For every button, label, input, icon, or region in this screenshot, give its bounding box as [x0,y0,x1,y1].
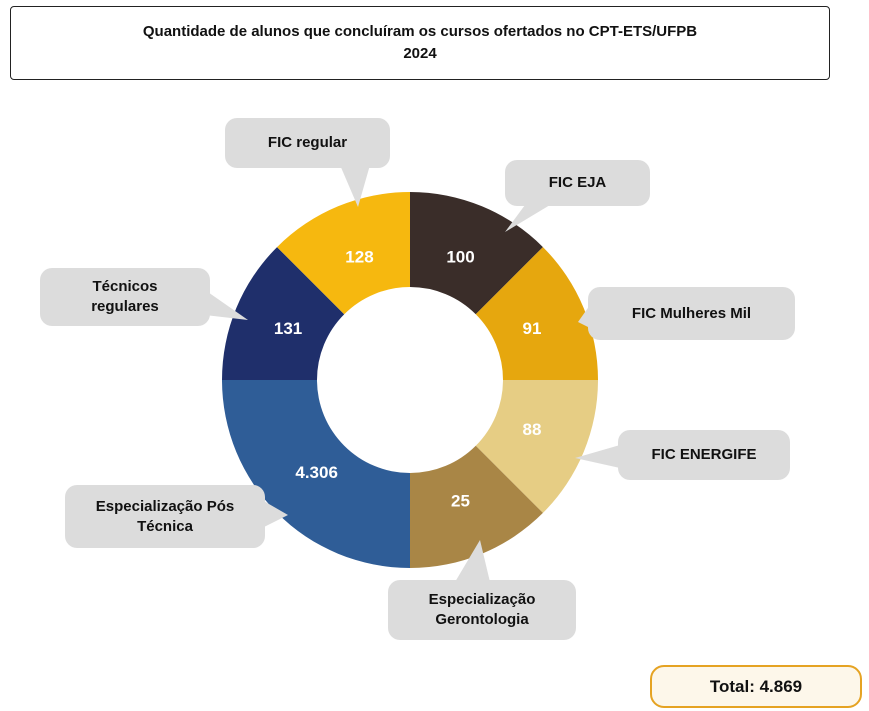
callout-box [588,287,795,340]
donut-slice [410,192,543,315]
category-label: Técnicos regulares [91,278,159,315]
callout-pointer [505,205,550,232]
callout-pointer [205,290,248,320]
chart-title: Quantidade de alunos que concluíram os c… [142,23,698,40]
value-label: 100 [446,248,474,267]
callout-box [505,160,650,206]
callout-box [65,485,265,548]
callout-pointer [578,305,590,328]
category-label: FIC Mulheres Mil [631,304,752,322]
total-box: Total: 4.869 [650,665,862,708]
category-label: FIC EJA [548,174,607,191]
category-label: Especialização Gerontologia [428,591,536,628]
donut-slice [277,192,410,315]
callout-pointer [340,165,370,207]
callout-pointer [455,540,490,582]
value-label: 91 [522,319,541,338]
donut-slice [475,247,598,380]
value-label: 4.306 [295,463,338,482]
category-label: Especialização Pós Técnica [95,497,235,535]
donut-slice [410,445,543,568]
callout-box [388,580,576,640]
value-label: 131 [274,319,302,338]
title-box: Quantidade de alunos que concluíram os c… [10,6,830,80]
value-label: 128 [345,248,373,267]
donut-slice [475,380,598,513]
value-label: 25 [451,491,470,510]
chart-subtitle: 2024 [403,45,437,62]
donut-slice [222,247,345,380]
callout-box [225,118,390,168]
callout-box [618,430,790,480]
callout-pointer [575,445,620,468]
callout-box [40,268,210,326]
category-label: FIC regular [267,134,348,151]
value-label: 88 [522,420,541,439]
callout-pointer [262,500,288,528]
category-label: FIC ENERGIFE [651,446,757,463]
donut-slice [222,380,410,568]
